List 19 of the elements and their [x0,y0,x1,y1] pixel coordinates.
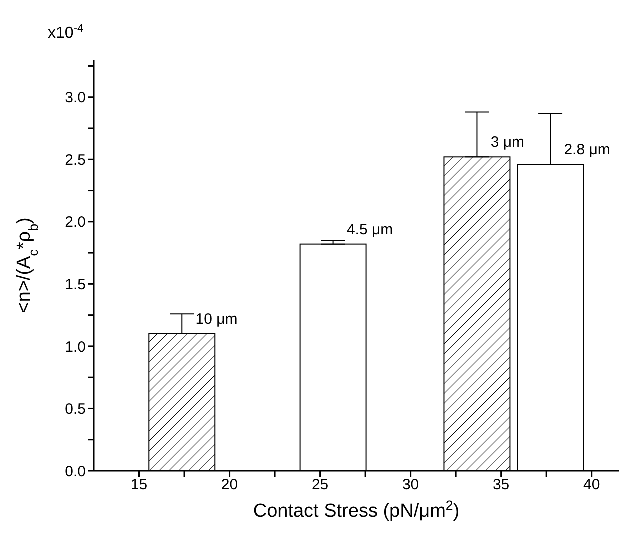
y-tick-label: 1.5 [65,276,86,294]
x-tick-label: 30 [402,476,420,494]
annotation: 4.5 μm [346,221,394,238]
x-tick-label: 35 [492,476,510,494]
y-tick-label: 3.0 [65,90,86,107]
x-tick-label: 20 [221,476,238,494]
x-tick-label: 25 [312,476,329,494]
text: x10$^{-4}$ [48,23,84,42]
annotation: 3 μm [490,134,525,152]
y-tick-label: 2.5 [65,152,86,169]
y-tick-label: 0.0 [65,463,86,480]
y-tick-label: 2.0 [65,214,86,232]
y-tick-label: 0.5 [65,401,86,418]
y-tick-label: 1.0 [65,338,86,356]
annotation: 2.8 μm [564,142,610,159]
annotation: 10 μm [196,311,238,328]
x-axis-title: Contact Stress (pN/μm$^{2}$) [253,498,460,522]
x-tick-label: 15 [130,476,148,494]
x-tick-label: 40 [584,476,600,494]
